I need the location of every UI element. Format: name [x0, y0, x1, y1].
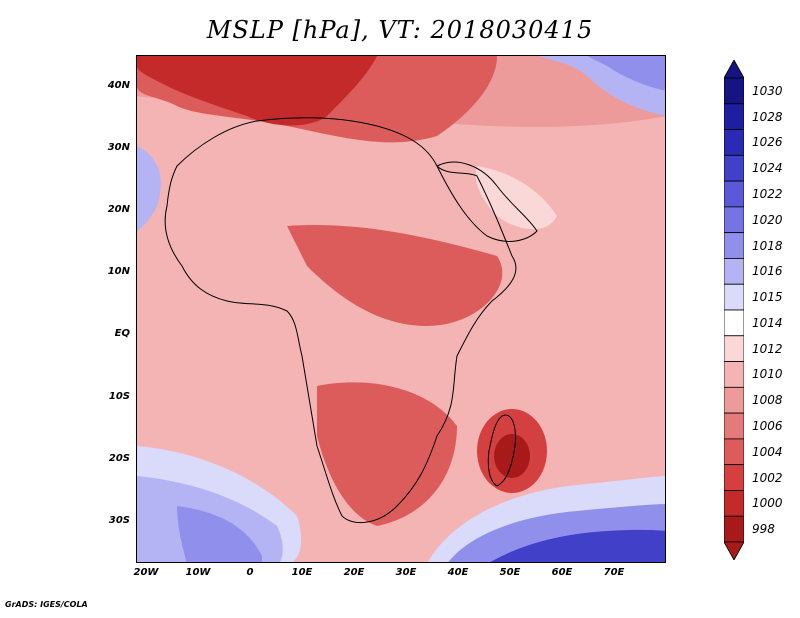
colorbar-label: 1002: [752, 470, 783, 485]
colorbar-label: 1000: [752, 496, 783, 511]
colorbar-segment: [724, 206, 744, 234]
grads-credit: GrADS: IGES/COLA: [5, 600, 88, 609]
lon-label-60e: 60E: [551, 567, 573, 578]
colorbar-segment: [724, 283, 744, 311]
colorbar-segment: [724, 129, 744, 156]
mediterranean-low-core: [137, 56, 377, 126]
lat-label-20s: 20S: [108, 453, 130, 464]
south-atlantic-high-core: [177, 506, 262, 562]
central-africa-low: [287, 225, 503, 326]
lon-label-40e: 40E: [447, 567, 469, 578]
colorbar-segment: [724, 154, 744, 182]
lat-label-eq: EQ: [114, 328, 130, 339]
indian-ocean-high-core: [490, 529, 665, 562]
lat-label-30s: 30S: [108, 515, 130, 526]
colorbar-segment: [724, 232, 744, 259]
colorbar-segment: [724, 386, 744, 414]
colorbar-label: 1030: [752, 83, 783, 98]
map-canvas: [137, 56, 665, 562]
northeast-high-core: [587, 56, 665, 91]
lon-label-50e: 50E: [499, 567, 521, 578]
colorbar-segment: [724, 515, 744, 543]
colorbar-label: 1024: [752, 161, 783, 176]
africa-coastline: [164, 117, 517, 524]
colorbar-label: 1020: [752, 212, 783, 227]
west-atlantic-high: [137, 146, 161, 231]
colorbar-segment: [724, 361, 744, 388]
colorbar-label: 1008: [752, 393, 783, 408]
colorbar-bottom-arrow: [724, 541, 744, 560]
colorbar-segment: [724, 77, 744, 105]
lon-label-30e: 30E: [395, 567, 417, 578]
lon-label-10e: 10E: [291, 567, 313, 578]
colorbar-label: 1018: [752, 238, 783, 253]
colorbar-label: 1026: [752, 135, 783, 150]
colorbar-segment: [724, 412, 744, 440]
southern-africa-low: [317, 382, 457, 526]
lat-label-40n: 40N: [107, 80, 130, 91]
colorbar-segment: [724, 438, 744, 466]
lat-label-10n: 10N: [107, 266, 130, 277]
arabia-coastline: [436, 161, 538, 242]
colorbar-segment: [724, 258, 744, 285]
colorbar-label: 1028: [752, 109, 783, 124]
colorbar-segment: [724, 309, 744, 337]
arabian-pale: [475, 166, 557, 230]
colorbar-segment: [724, 180, 744, 208]
lon-label-10w: 10W: [185, 567, 211, 578]
madagascar-low-core: [494, 434, 530, 478]
colorbar-segment: [724, 490, 744, 517]
lat-label-30n: 30N: [107, 142, 130, 153]
lon-label-20w: 20W: [133, 567, 159, 578]
colorbar-label: 1004: [752, 444, 783, 459]
colorbar-top-arrow: [724, 60, 744, 79]
colorbar: [724, 60, 744, 560]
colorbar-label: 1012: [752, 341, 783, 356]
lon-label-20e: 20E: [343, 567, 365, 578]
colorbar-segment: [724, 103, 744, 130]
lat-label-10s: 10S: [108, 391, 130, 402]
lon-label-70e: 70E: [603, 567, 625, 578]
madagascar-coastline: [487, 414, 516, 487]
map-title: MSLP [hPa], VT: 2018030415: [206, 16, 594, 44]
lat-label-20n: 20N: [107, 204, 130, 215]
colorbar-label: 1016: [752, 264, 783, 279]
colorbar-label: 998: [752, 522, 775, 537]
colorbar-segment: [724, 335, 744, 362]
colorbar-label: 1014: [752, 315, 783, 330]
colorbar-label: 1022: [752, 187, 783, 201]
colorbar-segment: [724, 464, 744, 491]
colorbar-label: 1015: [752, 290, 783, 305]
colorbar-label: 1006: [752, 419, 783, 433]
lon-label-0: 0: [246, 567, 254, 578]
colorbar-label: 1010: [752, 367, 783, 382]
pressure-map: [136, 55, 666, 563]
